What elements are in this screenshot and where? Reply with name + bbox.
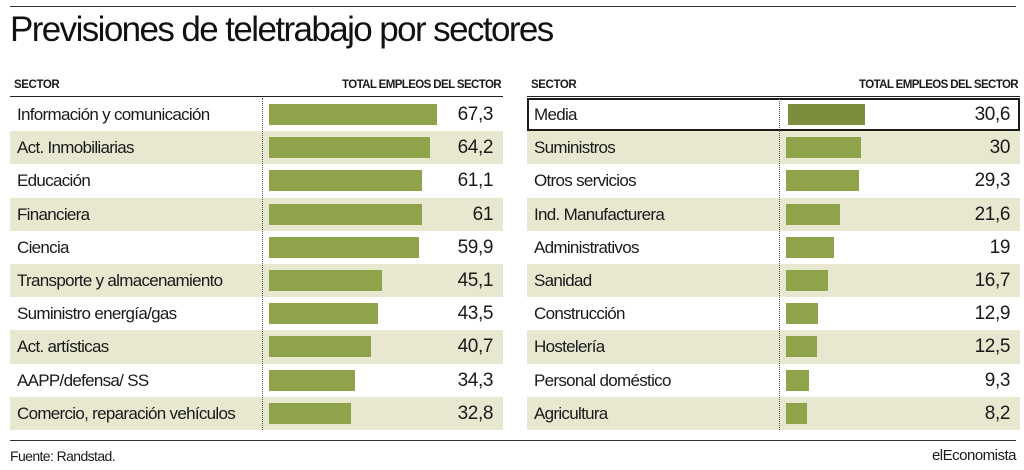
value-label: 30: [989, 137, 1011, 159]
bar: [269, 203, 422, 225]
value-label: 45,1: [457, 269, 494, 291]
sector-label: Construcción: [534, 304, 626, 324]
brand-logo: elEconomista: [931, 447, 1017, 464]
bar: [786, 203, 840, 225]
value-label: 21,6: [974, 203, 1011, 225]
left-header: SECTOR TOTAL EMPLEOS DEL SECTOR: [10, 76, 503, 97]
sector-label: Suministro energía/gas: [17, 304, 177, 324]
bar: [786, 303, 819, 325]
sector-label: Comercio, reparación vehículos: [17, 403, 236, 423]
value-label: 8,2: [984, 402, 1011, 424]
left-total-header: TOTAL EMPLEOS DEL SECTOR: [342, 79, 502, 91]
chart-title: Previsiones de teletrabajo por sectores: [10, 10, 554, 49]
value-label: 64,2: [457, 137, 494, 159]
bar: [269, 104, 438, 125]
source-note: Fuente: Randstad.: [10, 448, 116, 464]
bar-row: Act. artísticas 40,7: [10, 330, 503, 364]
bar-row: Transporte y almacenamiento 45,1: [10, 263, 503, 298]
bar: [786, 236, 834, 258]
bar: [786, 336, 818, 358]
bar: [269, 236, 419, 258]
sector-label: AAPP/defensa/ SS: [17, 370, 149, 390]
sector-label: Financiera: [17, 204, 90, 224]
bar: [786, 402, 807, 424]
sector-label: Educación: [17, 171, 91, 191]
value-label: 29,3: [974, 170, 1011, 192]
bar: [269, 402, 351, 424]
right-bar-rows: Media 30,6 Suministros 30 Otros servicios 29,…: [527, 98, 1020, 430]
right-total-header: TOTAL EMPLEOS DEL SECTOR: [859, 79, 1019, 91]
bar-row: Act. Inmobiliarias 64,2: [10, 131, 503, 165]
sector-label: Sanidad: [534, 270, 592, 290]
value-label: 9,3: [984, 369, 1011, 391]
value-label: 61: [472, 203, 494, 225]
sector-label: Suministros: [534, 138, 616, 158]
dotted-divider: [262, 98, 263, 430]
bar-row: Suministro energía/gas 43,5: [10, 297, 503, 330]
sector-label: Personal doméstico: [534, 370, 671, 390]
bar: [786, 170, 860, 192]
bar: [269, 336, 371, 358]
right-header: SECTOR TOTAL EMPLEOS DEL SECTOR: [527, 76, 1020, 97]
bottom-rule: [10, 440, 1016, 441]
sector-label: Otros servicios: [534, 171, 637, 191]
bar: [788, 104, 865, 125]
bar-row: Financiera 61: [10, 197, 503, 231]
bar-row: Comercio, reparación vehículos 32,8: [10, 396, 503, 430]
sector-label: Transporte y almacenamiento: [17, 270, 223, 290]
left-bar-rows: Información y comunicación 67,3 Act. Inmob…: [10, 98, 503, 430]
sector-label: Agricultura: [534, 403, 608, 423]
bar-row: Media 30,6: [527, 98, 1020, 132]
sector-label: Hostelería: [534, 337, 605, 357]
bar-row: Sanidad 16,7: [527, 263, 1020, 298]
bar: [786, 369, 810, 391]
bar-row: Construcción 12,9: [527, 297, 1020, 330]
value-label: 30,6: [974, 104, 1011, 125]
left-panel: SECTOR TOTAL EMPLEOS DEL SECTOR Informac…: [10, 76, 503, 430]
value-label: 12,5: [974, 336, 1011, 358]
value-label: 59,9: [457, 236, 494, 258]
left-sector-header: SECTOR: [14, 79, 60, 91]
bar-row: Información y comunicación 67,3: [10, 98, 503, 131]
bar-row: Agricultura 8,2: [527, 396, 1020, 430]
right-sector-header: SECTOR: [531, 79, 577, 91]
bar-row: Otros servicios 29,3: [527, 164, 1020, 197]
bar-row: Hostelería 12,5: [527, 330, 1020, 364]
value-label: 16,7: [974, 269, 1011, 291]
bar-row: AAPP/defensa/ SS 34,3: [10, 364, 503, 397]
right-panel: SECTOR TOTAL EMPLEOS DEL SECTOR Media 30,…: [527, 76, 1020, 430]
sector-label: Administrativos: [534, 237, 639, 257]
bar-row: Educación 61,1: [10, 164, 503, 197]
bar-row: Suministros 30: [527, 131, 1020, 165]
value-label: 32,8: [457, 402, 494, 424]
sector-label: Act. artísticas: [17, 337, 109, 357]
value-label: 43,5: [457, 303, 494, 325]
bar: [269, 269, 382, 291]
bar: [269, 137, 430, 159]
sector-label: Act. Inmobiliarias: [17, 138, 135, 158]
dotted-divider: [779, 98, 780, 430]
bar-row: Ciencia 59,9: [10, 231, 503, 264]
bar: [269, 369, 355, 391]
bar-row: Ind. Manufacturera 21,6: [527, 197, 1020, 231]
value-label: 67,3: [457, 104, 494, 125]
value-label: 40,7: [457, 336, 494, 358]
sector-label: Ciencia: [17, 237, 69, 257]
sector-label: Ind. Manufacturera: [534, 204, 665, 224]
value-label: 61,1: [457, 170, 494, 192]
value-label: 12,9: [974, 303, 1011, 325]
bar-row: Personal doméstico 9,3: [527, 364, 1020, 397]
sector-label: Información y comunicación: [17, 105, 210, 124]
bar: [269, 303, 378, 325]
top-rule: [10, 6, 1016, 7]
bar: [786, 269, 828, 291]
value-label: 34,3: [457, 369, 494, 391]
bar: [269, 170, 422, 192]
value-label: 19: [989, 236, 1011, 258]
sector-label: Media: [534, 105, 578, 124]
bar: [786, 137, 861, 159]
bar-row: Administrativos 19: [527, 231, 1020, 264]
